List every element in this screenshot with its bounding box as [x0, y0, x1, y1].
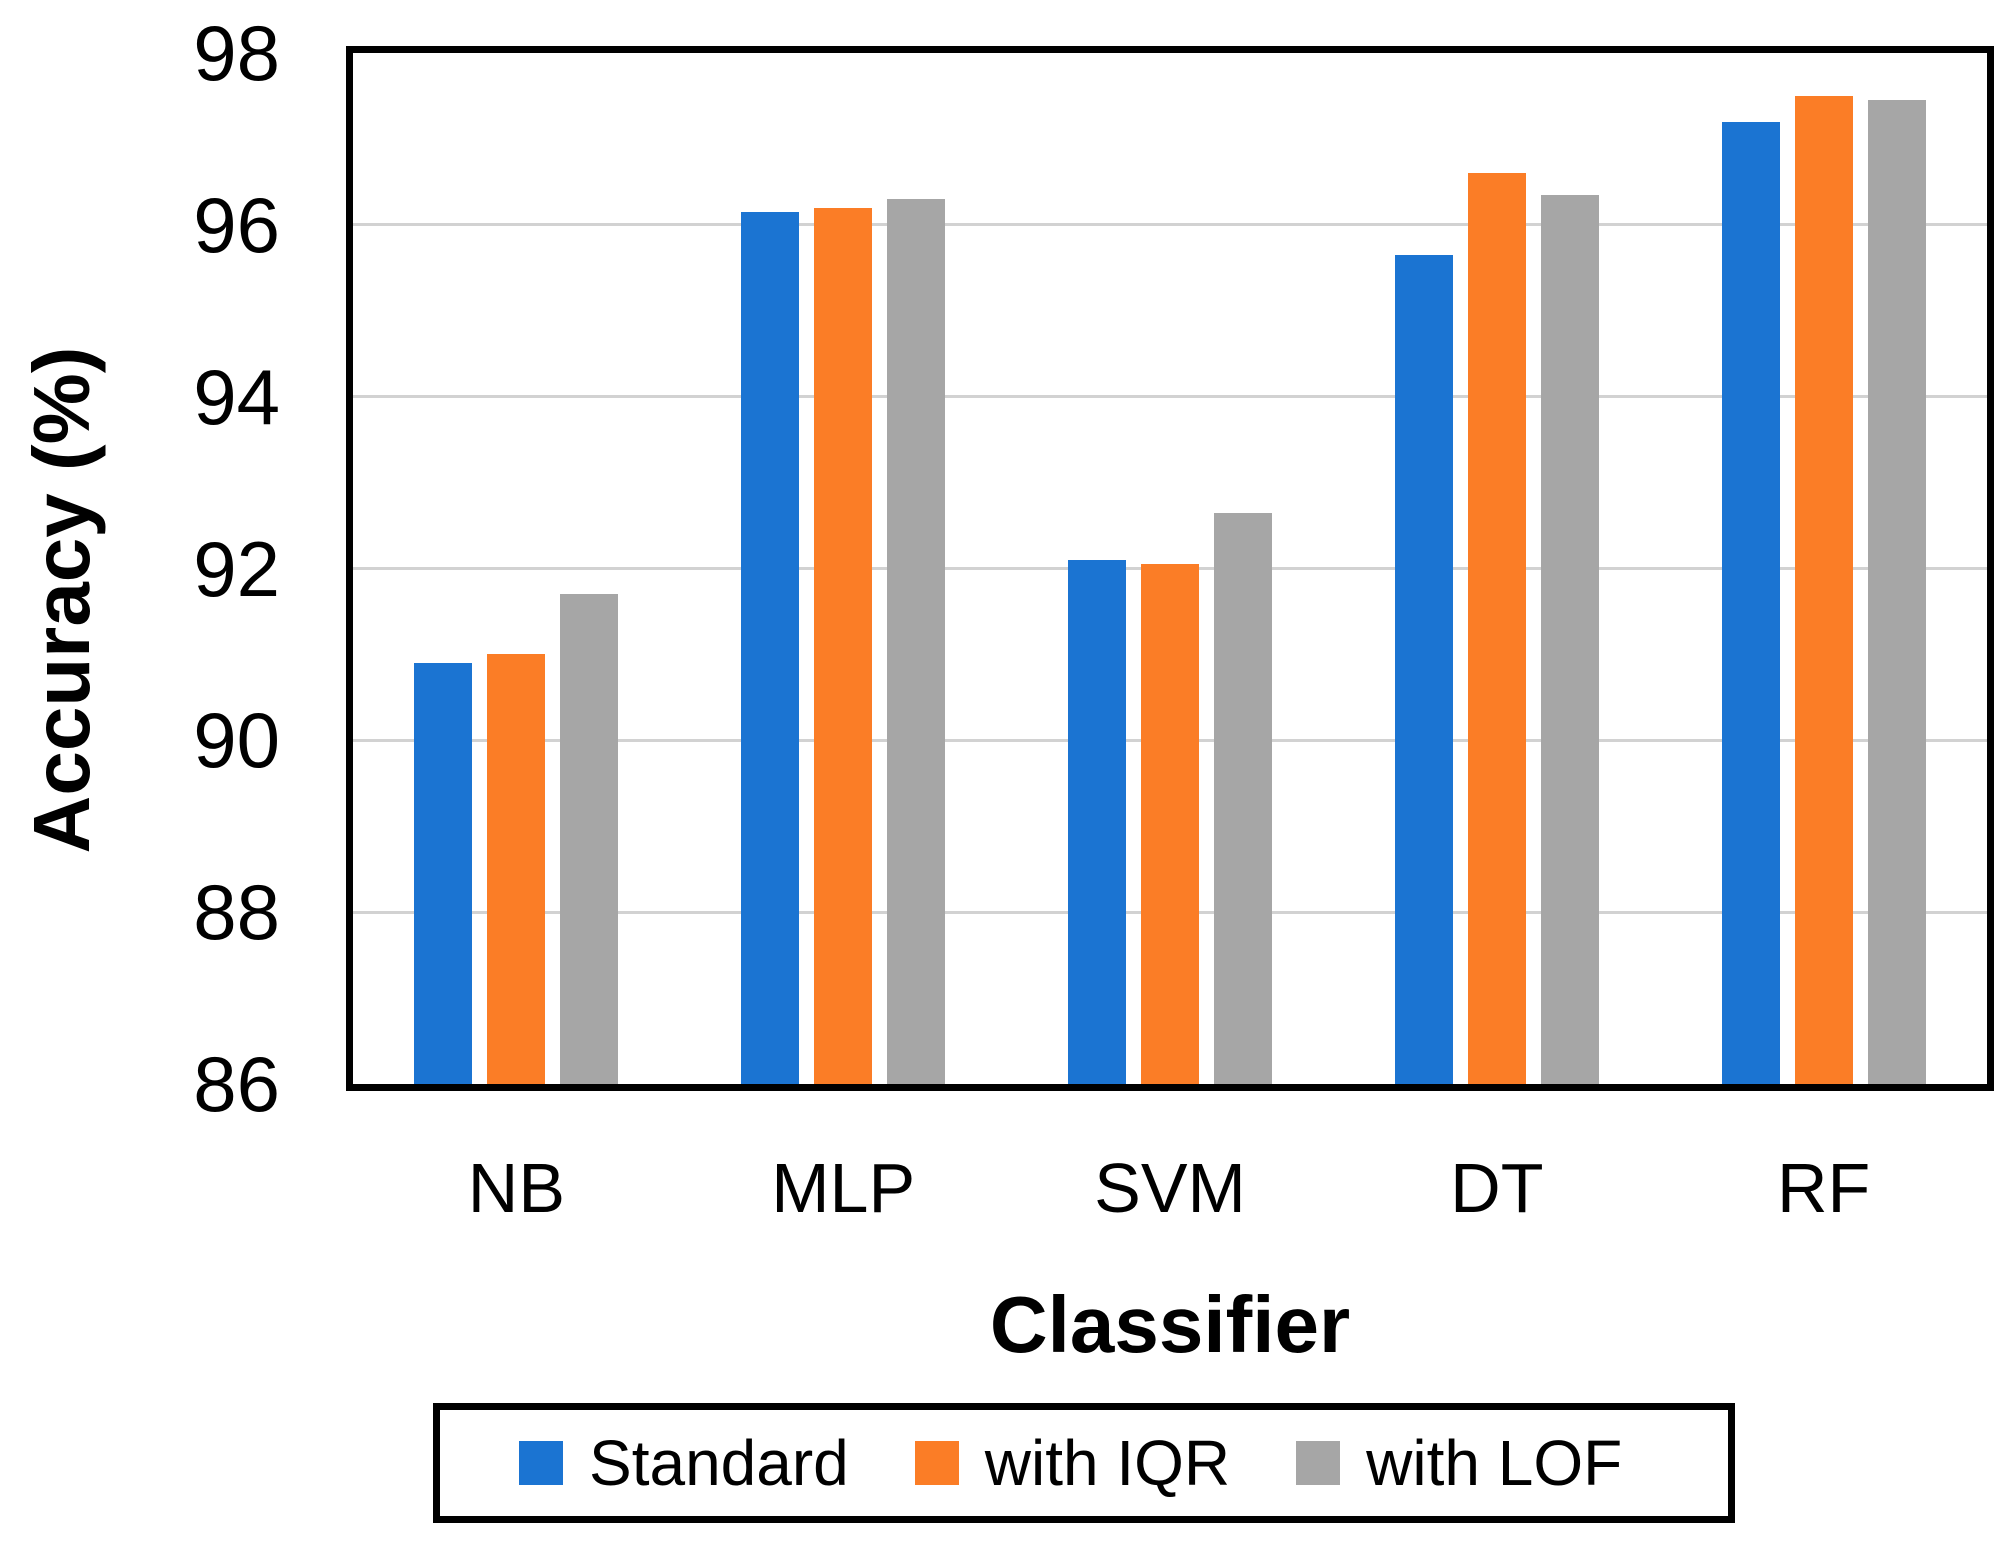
legend: Standard with IQR with LOF: [433, 1403, 1735, 1523]
plot-area: [346, 46, 1994, 1091]
bar-with-lof-rf: [1867, 100, 1926, 1084]
y-tick-label-96: 96: [193, 180, 280, 269]
y-tick-label-92: 92: [193, 524, 280, 613]
bar-with-lof-dt: [1540, 194, 1599, 1084]
gridline-94: [353, 395, 1987, 399]
bar-standard-rf: [1721, 121, 1780, 1084]
x-tick-label-svm: SVM: [1094, 1149, 1246, 1227]
gridline-96: [353, 223, 1987, 227]
legend-label-with-iqr: with IQR: [984, 1427, 1231, 1499]
x-tick-label-dt: DT: [1450, 1149, 1544, 1227]
x-tick-label-mlp: MLP: [771, 1149, 916, 1227]
bar-standard-dt: [1394, 254, 1453, 1084]
x-tick-label-rf: RF: [1776, 1149, 1871, 1227]
bar-standard-mlp: [741, 211, 800, 1084]
y-tick-label-88: 88: [193, 868, 280, 957]
bar-with-iqr-mlp: [814, 207, 873, 1084]
legend-item-with-lof: with LOF: [1296, 1428, 1622, 1498]
x-axis-title: Classifier: [989, 1280, 1351, 1369]
legend-label-with-lof: with LOF: [1366, 1427, 1623, 1499]
bar-with-iqr-nb: [487, 654, 546, 1084]
y-tick-label-86: 86: [193, 1040, 280, 1128]
legend-swatch-with-iqr: [914, 1441, 959, 1485]
y-tick-label-98: 98: [193, 9, 280, 97]
y-tick-label-90: 90: [193, 696, 280, 785]
bar-standard-nb: [414, 663, 473, 1084]
bar-with-iqr-dt: [1467, 173, 1526, 1084]
x-tick-label-nb: NB: [467, 1149, 566, 1227]
bar-with-lof-nb: [560, 594, 619, 1084]
legend-label-standard: Standard: [589, 1427, 849, 1499]
bar-standard-svm: [1068, 559, 1126, 1084]
legend-swatch-with-lof: [1296, 1441, 1341, 1485]
legend-swatch-standard: [519, 1441, 563, 1485]
bar-with-iqr-rf: [1794, 95, 1853, 1084]
bar-with-iqr-svm: [1141, 564, 1199, 1084]
legend-item-with-iqr: with IQR: [914, 1427, 1231, 1499]
bar-with-lof-svm: [1214, 512, 1272, 1084]
legend-item-standard: Standard: [519, 1428, 849, 1498]
bar-with-lof-mlp: [887, 199, 946, 1084]
y-tick-label-94: 94: [193, 352, 280, 441]
